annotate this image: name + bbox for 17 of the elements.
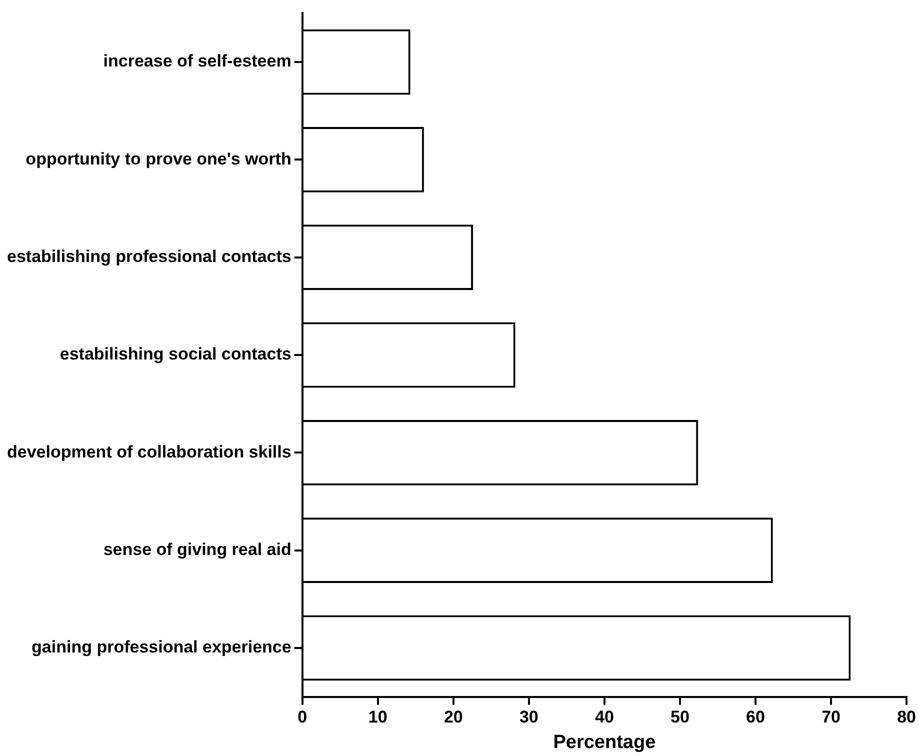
y-tick-label: gaining professional experience [32, 638, 292, 657]
x-tick-label: 40 [594, 708, 614, 727]
y-tick-label: estabilishing professional contacts [7, 247, 292, 266]
y-tick-label: increase of self-esteem [103, 52, 292, 71]
y-tick-label: development of collaboration skills [7, 442, 292, 462]
x-tick-label: 10 [368, 708, 388, 727]
x-tick-label: 70 [822, 708, 840, 727]
y-tick-label: sense of giving real aid [103, 540, 292, 559]
x-tick-label: 0 [298, 708, 308, 727]
x-tick-label: 20 [444, 708, 463, 727]
y-tick-label: opportunity to prove one's worth [26, 149, 292, 168]
x-tick-label: 30 [519, 708, 538, 727]
x-tick-label: 80 [897, 708, 916, 727]
x-tick-label: 50 [670, 708, 690, 727]
y-tick-label: estabilishing social contacts [60, 344, 292, 364]
x-axis-title: Percentage [553, 732, 656, 753]
x-tick-label: 60 [746, 708, 765, 727]
